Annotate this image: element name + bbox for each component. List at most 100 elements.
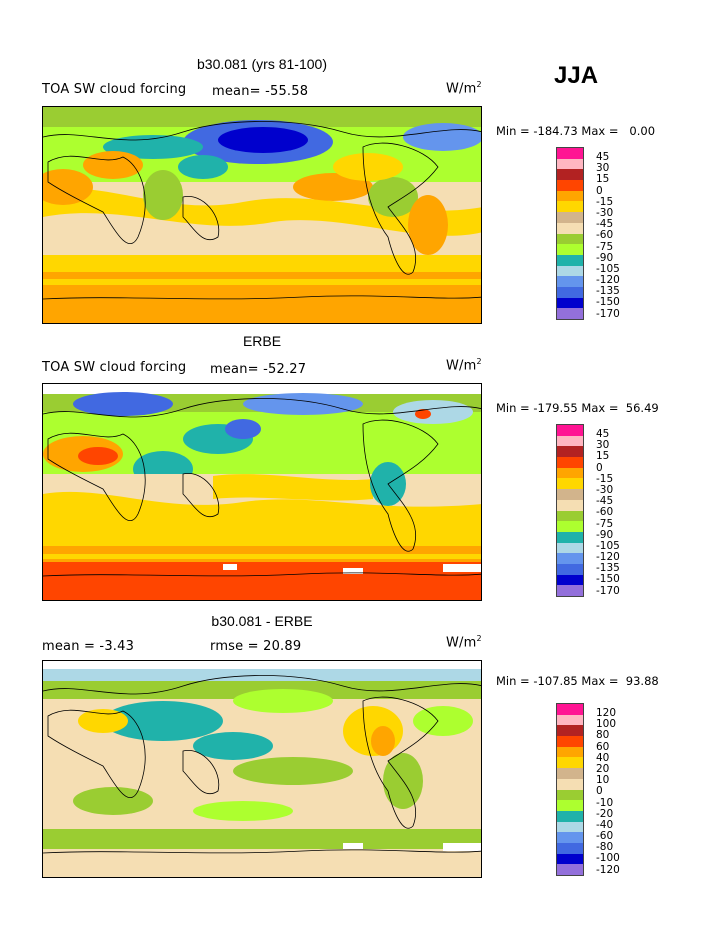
colorbar-label: -10 xyxy=(596,796,614,809)
colorbar-swatch xyxy=(557,435,583,447)
colorbar-swatch xyxy=(557,201,583,213)
panel1-colorbar xyxy=(556,147,584,320)
colorbar-label: -120 xyxy=(596,863,620,876)
panel1-unit: W/m2 xyxy=(446,80,482,97)
colorbar-swatch xyxy=(557,531,583,543)
colorbar-label: 15 xyxy=(596,450,610,463)
colorbar-label: -40 xyxy=(596,818,614,831)
colorbar-label: -100 xyxy=(596,852,620,865)
colorbar-swatch xyxy=(557,158,583,170)
colorbar-label: 100 xyxy=(596,718,617,731)
colorbar-label: 10 xyxy=(596,774,610,787)
colorbar-swatch xyxy=(557,821,583,833)
colorbar-label: -60 xyxy=(596,830,614,843)
colorbar-swatch xyxy=(557,265,583,277)
colorbar-swatch xyxy=(557,778,583,790)
colorbar-label: 0 xyxy=(596,461,603,474)
colorbar-swatch xyxy=(557,286,583,298)
colorbar-swatch xyxy=(557,180,583,191)
colorbar-swatch xyxy=(557,704,583,715)
colorbar-label: -135 xyxy=(596,562,620,575)
colorbar-label: -80 xyxy=(596,841,614,854)
panel2-unit: W/m2 xyxy=(446,357,482,374)
colorbar-swatch xyxy=(557,810,583,822)
colorbar-swatch xyxy=(557,853,583,865)
panel3-map xyxy=(42,660,482,878)
colorbar-swatch xyxy=(557,725,583,737)
panel3-colorbar-labels: 120 100 80 60 40 20 10 0 -10 -20 -40 -60 -80 -100 -120 xyxy=(596,707,620,876)
colorbar-label: 45 xyxy=(596,151,610,163)
colorbar-label: -90 xyxy=(596,251,614,264)
colorbar-label: -60 xyxy=(596,506,614,519)
colorbar-swatch xyxy=(557,190,583,202)
colorbar-label: 20 xyxy=(596,762,610,775)
colorbar-swatch xyxy=(557,757,583,769)
colorbar-label: -15 xyxy=(596,195,614,208)
panel1-colorbar-labels: 45 30 15 0 -15 -30 -45 -60 -75 -90 -105 -120 -135 -15… xyxy=(596,151,620,320)
panel1-map xyxy=(42,106,482,324)
colorbar-swatch xyxy=(557,510,583,522)
panel3-colorbar xyxy=(556,703,584,876)
colorbar-swatch xyxy=(557,489,583,500)
colorbar-swatch xyxy=(557,148,583,159)
season-label: JJA xyxy=(554,62,599,89)
colorbar-label: -30 xyxy=(596,206,614,219)
colorbar-swatch xyxy=(557,553,583,564)
colorbar-label: -170 xyxy=(596,307,620,320)
colorbar-label: -150 xyxy=(596,573,620,586)
colorbar-swatch xyxy=(557,521,583,532)
colorbar-swatch xyxy=(557,212,583,223)
colorbar-label: 80 xyxy=(596,729,610,742)
colorbar-label: -45 xyxy=(596,218,614,231)
panel1-minmax: Min = -184.73 Max = 0.00 xyxy=(496,124,656,138)
panel1-field-label: TOA SW cloud forcing xyxy=(42,82,187,97)
colorbar-label: 40 xyxy=(596,751,610,764)
colorbar-swatch xyxy=(557,222,583,234)
panel2-colorbar xyxy=(556,424,584,597)
colorbar-swatch xyxy=(557,169,583,181)
colorbar-swatch xyxy=(557,800,583,811)
panel1-title: b30.081 (yrs 81-100) xyxy=(197,56,327,72)
colorbar-swatch xyxy=(557,864,583,875)
colorbar-swatch xyxy=(557,308,583,319)
colorbar-label: -30 xyxy=(596,483,614,496)
panel2-field-label: TOA SW cloud forcing xyxy=(42,360,187,375)
colorbar-label: 0 xyxy=(596,785,603,798)
panel2-colorbar-labels: 45 30 15 0 -15 -30 -45 -60 -75 -90 -105 -120 -135 -15… xyxy=(596,428,620,597)
colorbar-swatch xyxy=(557,746,583,758)
panel3-minmax: Min = -107.85 Max = 93.88 xyxy=(496,674,659,688)
panel2-minmax: Min = -179.55 Max = 56.49 xyxy=(496,401,659,415)
colorbar-swatch xyxy=(557,574,583,586)
panel3-mean: mean = -3.43 xyxy=(42,639,135,654)
colorbar-label: -15 xyxy=(596,472,614,485)
colorbar-label: 120 xyxy=(596,707,617,719)
colorbar-swatch xyxy=(557,714,583,726)
colorbar-label: -90 xyxy=(596,528,614,541)
colorbar-swatch xyxy=(557,736,583,747)
panel3-unit: W/m2 xyxy=(446,634,482,651)
colorbar-swatch xyxy=(557,233,583,245)
colorbar-label: 0 xyxy=(596,184,603,197)
colorbar-label: -20 xyxy=(596,807,614,820)
colorbar-swatch xyxy=(557,446,583,458)
colorbar-swatch xyxy=(557,425,583,436)
colorbar-swatch xyxy=(557,297,583,309)
colorbar-swatch xyxy=(557,585,583,596)
colorbar-label: -105 xyxy=(596,539,620,552)
colorbar-swatch xyxy=(557,768,583,779)
colorbar-label: -60 xyxy=(596,229,614,242)
colorbar-label: -135 xyxy=(596,285,620,298)
panel2-title: ERBE xyxy=(242,333,282,349)
colorbar-swatch xyxy=(557,276,583,287)
colorbar-swatch xyxy=(557,467,583,479)
colorbar-swatch xyxy=(557,478,583,490)
colorbar-swatch xyxy=(557,842,583,854)
colorbar-label: -170 xyxy=(596,584,620,597)
colorbar-swatch xyxy=(557,832,583,843)
panel3-title: b30.081 - ERBE xyxy=(211,613,313,629)
colorbar-label: -45 xyxy=(596,495,614,508)
panel1-mean: mean= -55.58 xyxy=(212,84,309,99)
panel2-mean: mean= -52.27 xyxy=(210,362,307,377)
colorbar-label: 30 xyxy=(596,162,610,175)
colorbar-swatch xyxy=(557,244,583,255)
